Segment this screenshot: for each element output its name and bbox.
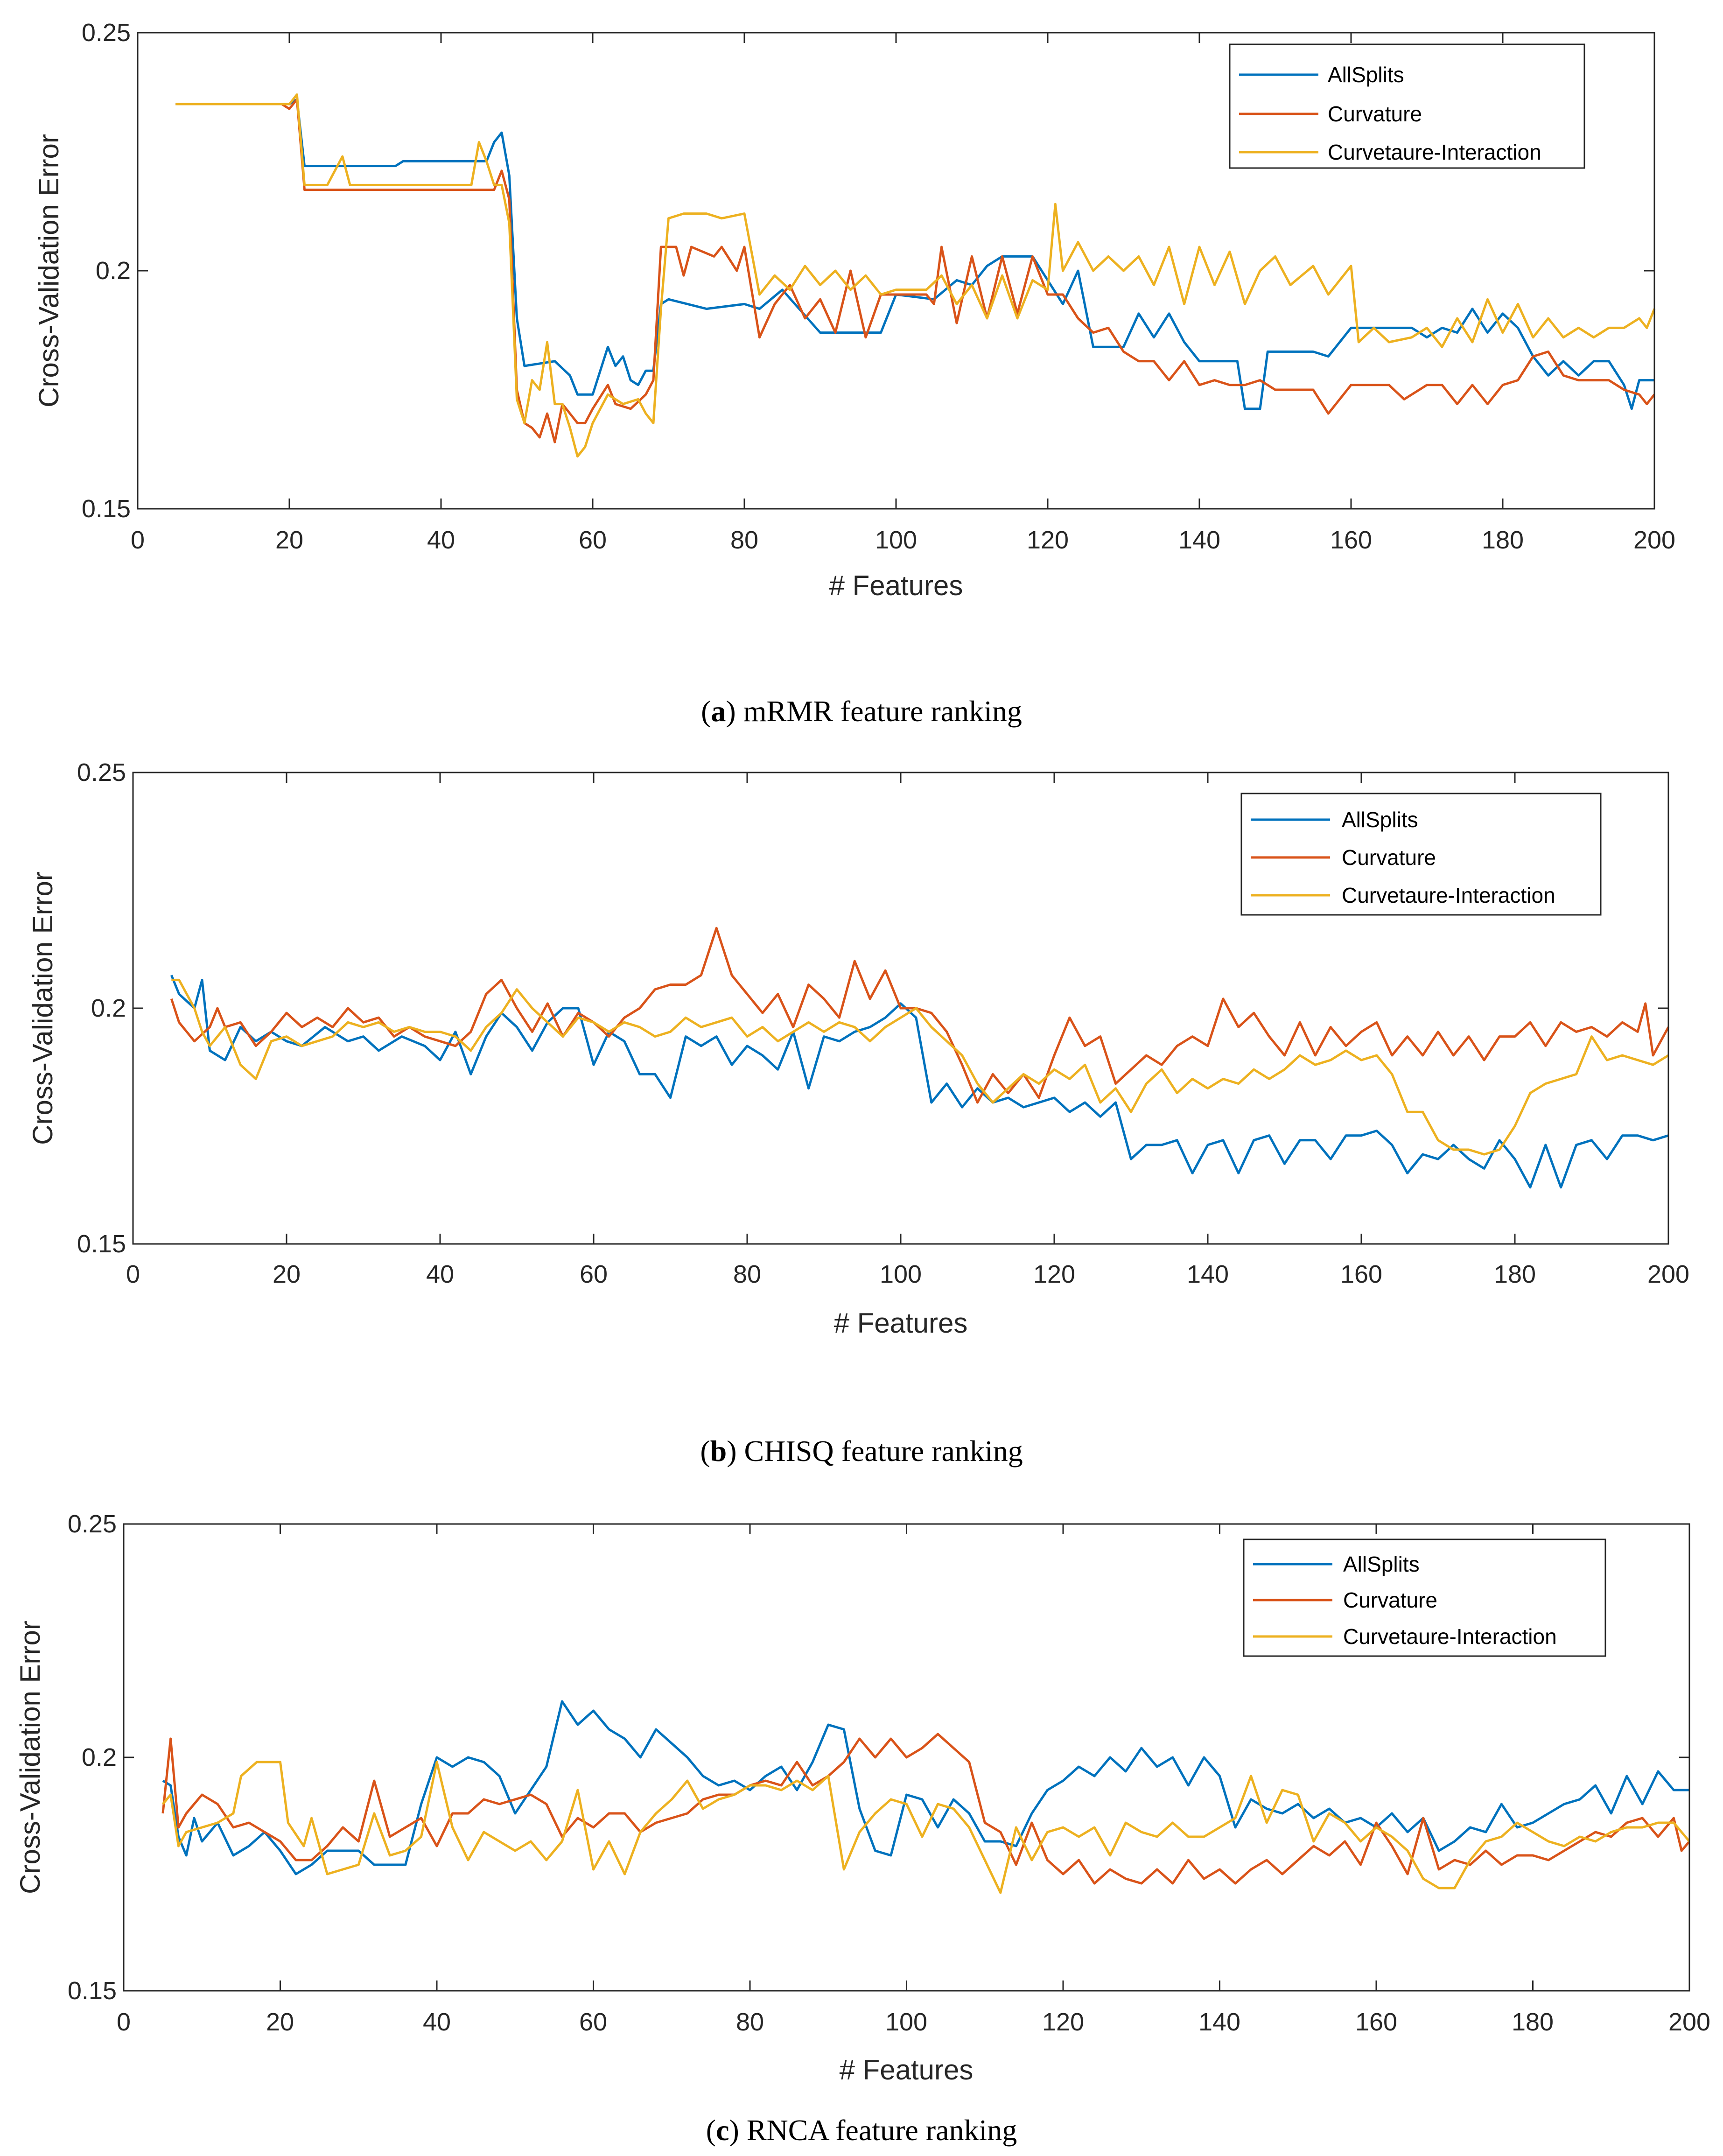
chart-panel-c: 0 20 40 60 80 100 120 140 160 180 200 0.… (14, 1510, 1710, 2147)
xtick-label: 100 (880, 1260, 922, 1288)
legend-label-curvetaure-interaction: Curvetaure-Interaction (1343, 1624, 1557, 1649)
legend-label-allsplits: AllSplits (1328, 63, 1404, 87)
series-line-allsplits (175, 98, 1654, 410)
xtick-label: 20 (266, 2008, 294, 2036)
caption-text-c: RNCA feature ranking (747, 2114, 1017, 2147)
chart-panel-b: 0 20 40 60 80 100 120 140 160 180 200 0.… (27, 758, 1689, 1468)
series-layer-a (175, 93, 1656, 458)
xtick-label: 160 (1355, 2008, 1397, 2036)
legend-label-curvature: Curvature (1328, 102, 1422, 126)
xtick-label: 60 (580, 1260, 608, 1288)
caption-text-b: CHISQ feature ranking (744, 1434, 1023, 1468)
xtick-label: 160 (1340, 1260, 1382, 1288)
ytick-label: 0.25 (82, 19, 131, 47)
caption-text-a: mRMR feature ranking (743, 695, 1022, 728)
ytick-labels-a: 0.15 0.2 0.25 (82, 19, 131, 523)
caption-letter-b: b (710, 1434, 727, 1468)
caption-c: (c) RNCA feature ranking (706, 2114, 1017, 2147)
xtick-label: 200 (1668, 2008, 1710, 2036)
ytick-label: 0.15 (68, 1977, 117, 2005)
xtick-label: 120 (1033, 1260, 1075, 1288)
xtick-label: 0 (117, 2008, 131, 2036)
caption-a: (a) mRMR feature ranking (701, 695, 1022, 728)
xtick-label: 140 (1187, 1260, 1229, 1288)
legend-label-allsplits: AllSplits (1342, 808, 1418, 832)
ytick-label: 0.25 (77, 758, 126, 787)
xtick-label: 80 (733, 1260, 761, 1288)
xtick-label: 0 (131, 526, 145, 554)
legend-a: AllSplits Curvature Curvetaure-Interacti… (1229, 43, 1585, 169)
xtick-label: 40 (427, 526, 455, 554)
xtick-label: 140 (1178, 526, 1220, 554)
y-axis-title-b: Cross-Validation Error (27, 871, 58, 1145)
ytick-label: 0.25 (68, 1510, 117, 1538)
xtick-labels-a: 0 20 40 60 80 100 120 140 160 180 200 (131, 526, 1675, 554)
xtick-label: 100 (885, 2008, 927, 2036)
xtick-label: 200 (1633, 526, 1675, 554)
xtick-label: 160 (1330, 526, 1372, 554)
xtick-label: 180 (1482, 526, 1524, 554)
series-line-curvetaure-interaction (161, 1761, 1690, 1894)
ticks-layer-c (123, 1523, 1690, 1992)
series-line-curvetaure-interaction (175, 93, 1656, 458)
x-axis-title-b: # Features (834, 1307, 968, 1339)
chart-panel-a: 0 20 40 60 80 100 120 140 160 180 200 0.… (33, 19, 1675, 728)
ytick-label: 0.15 (82, 495, 131, 523)
ytick-labels-b: 0.15 0.2 0.25 (77, 758, 126, 1258)
legend-label-curvature: Curvature (1342, 845, 1436, 870)
ytick-label: 0.2 (91, 994, 126, 1022)
y-axis-title-c: Cross-Validation Error (14, 1621, 46, 1894)
xtick-label: 80 (736, 2008, 764, 2036)
xtick-labels-b: 0 20 40 60 80 100 120 140 160 180 200 (126, 1260, 1689, 1288)
x-axis-title-c: # Features (840, 2054, 974, 2086)
ytick-labels-c: 0.15 0.2 0.25 (68, 1510, 117, 2005)
ytick-label: 0.2 (96, 257, 131, 285)
caption-b: (b) CHISQ feature ranking (700, 1434, 1023, 1468)
xtick-label: 60 (579, 2008, 607, 2036)
xtick-label: 120 (1042, 2008, 1084, 2036)
legend-label-allsplits: AllSplits (1343, 1552, 1420, 1576)
xtick-labels-c: 0 20 40 60 80 100 120 140 160 180 200 (117, 2008, 1710, 2036)
xtick-label: 0 (126, 1260, 140, 1288)
xtick-label: 40 (423, 2008, 451, 2036)
series-line-curvature (161, 1733, 1690, 1885)
xtick-label: 180 (1494, 1260, 1536, 1288)
series-layer-c (161, 1700, 1690, 1894)
series-layer-b (170, 927, 1670, 1189)
ytick-label: 0.2 (82, 1743, 117, 1771)
xtick-label: 120 (1027, 526, 1069, 554)
xtick-label: 140 (1198, 2008, 1240, 2036)
xtick-label: 20 (273, 1260, 301, 1288)
xtick-label: 200 (1647, 1260, 1689, 1288)
legend-label-curvature: Curvature (1343, 1588, 1437, 1612)
xtick-label: 40 (426, 1260, 454, 1288)
series-line-allsplits (162, 1700, 1689, 1875)
caption-letter-a: a (711, 695, 726, 728)
x-axis-title-a: # Features (829, 570, 963, 601)
xtick-label: 20 (275, 526, 303, 554)
xtick-label: 60 (579, 526, 607, 554)
series-line-allsplits (170, 975, 1669, 1189)
legend-c: AllSplits Curvature Curvetaure-Interacti… (1243, 1538, 1606, 1657)
legend-label-curvetaure-interaction: Curvetaure-Interaction (1342, 883, 1555, 907)
caption-letter-c: c (716, 2114, 729, 2147)
xtick-label: 180 (1512, 2008, 1554, 2036)
series-line-curvature (175, 98, 1655, 443)
y-axis-title-a: Cross-Validation Error (33, 134, 64, 407)
legend-box (1229, 43, 1585, 169)
xtick-label: 100 (875, 526, 917, 554)
ticks-layer-a (137, 32, 1655, 510)
ytick-label: 0.15 (77, 1230, 126, 1258)
series-line-curvetaure-interaction (171, 978, 1669, 1156)
legend-label-curvetaure-interaction: Curvetaure-Interaction (1328, 140, 1541, 164)
ticks-layer-b (132, 772, 1669, 1245)
legend-b: AllSplits Curvature Curvetaure-Interacti… (1240, 793, 1602, 916)
xtick-label: 80 (730, 526, 758, 554)
